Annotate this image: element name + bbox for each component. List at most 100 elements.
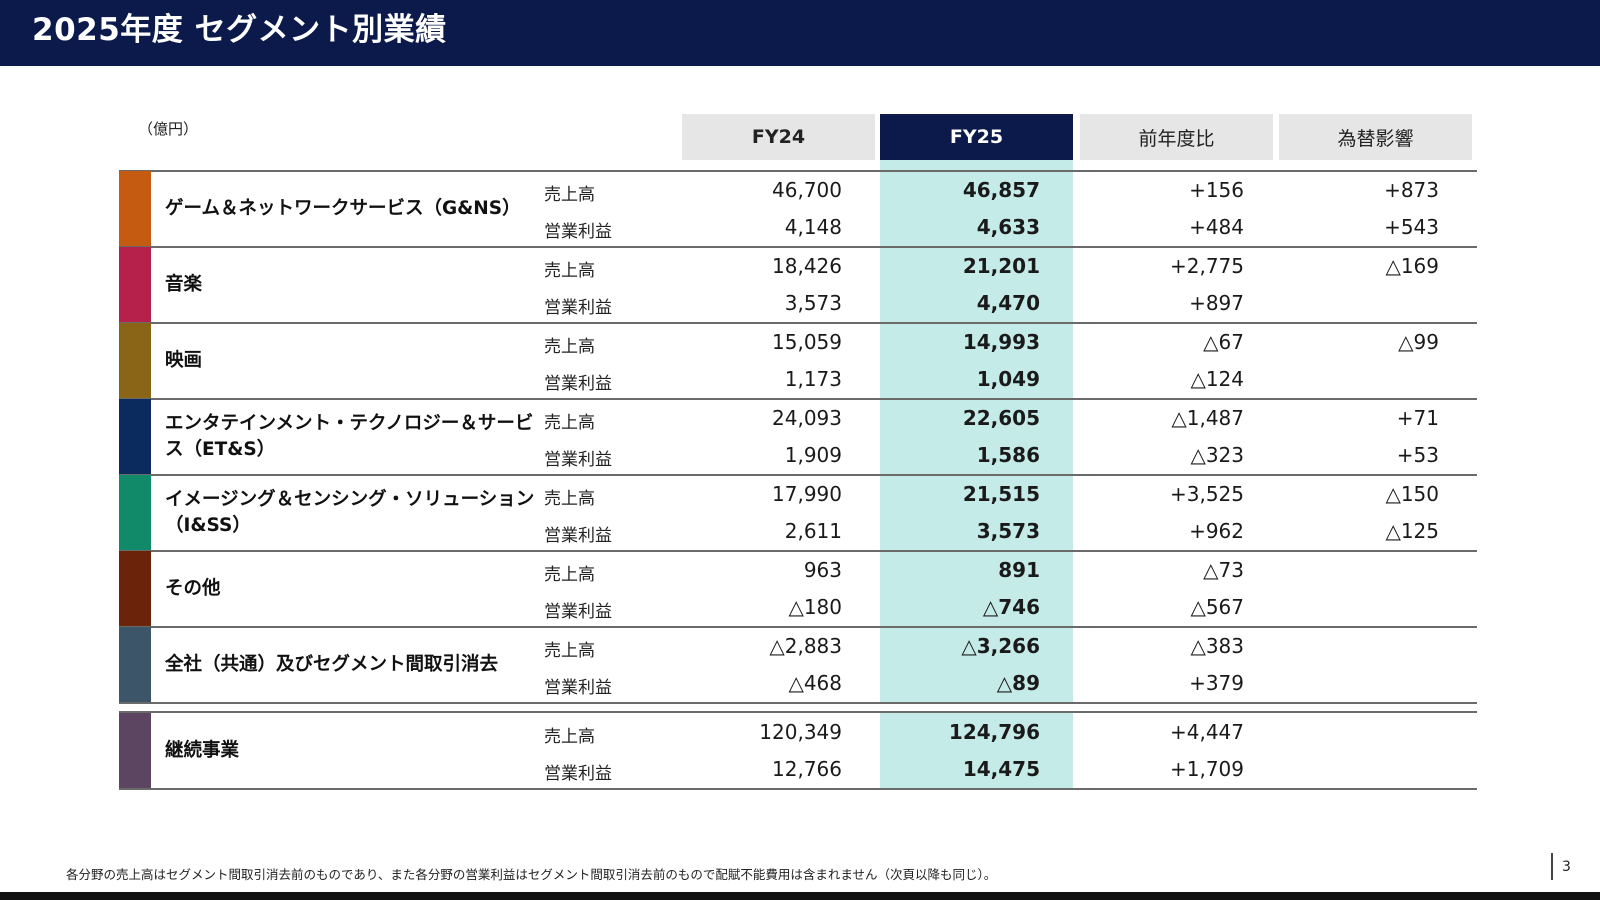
- value-fy25: 891: [998, 558, 1040, 582]
- value-yoy: +379: [1189, 671, 1244, 695]
- value-fy24: 3,573: [784, 291, 842, 315]
- value-fx: △169: [1385, 254, 1439, 278]
- value-yoy: +484: [1189, 215, 1244, 239]
- value-fy25: 21,515: [962, 482, 1040, 506]
- value-fy25: 14,475: [962, 757, 1040, 781]
- value-fx: +71: [1396, 406, 1439, 430]
- value-yoy: △1,487: [1171, 406, 1244, 430]
- metric-label: 営業利益: [544, 602, 612, 622]
- metric-label: 営業利益: [544, 222, 612, 242]
- value-fy25: 1,586: [976, 443, 1040, 467]
- value-fy25: 21,201: [962, 254, 1040, 278]
- value-yoy: +3,525: [1169, 482, 1244, 506]
- fy25-highlight: [880, 160, 1073, 703]
- segment-color-bar: [119, 171, 151, 247]
- value-fy25: 22,605: [962, 406, 1040, 430]
- value-yoy: △323: [1190, 443, 1244, 467]
- metric-label: 売上高: [544, 261, 595, 281]
- value-fy24: 1,173: [784, 367, 842, 391]
- metric-label: 売上高: [544, 641, 595, 661]
- value-fy24: 963: [803, 558, 842, 582]
- segment-name: 映画: [165, 350, 203, 371]
- segment-name: 全社（共通）及びセグメント間取引消去: [165, 654, 499, 675]
- table-rule: [119, 398, 1477, 400]
- table-rule: [119, 702, 1477, 704]
- value-fy24: 120,349: [759, 720, 842, 744]
- value-fy25: 4,470: [976, 291, 1040, 315]
- table-rule: [119, 711, 1477, 713]
- metric-label: 売上高: [544, 565, 595, 585]
- value-yoy: +1,709: [1169, 757, 1244, 781]
- table-rule: [119, 788, 1477, 790]
- value-fy24: 1,909: [784, 443, 842, 467]
- value-fy24: 4,148: [784, 215, 842, 239]
- page-title: 2025年度 セグメント別業績: [32, 12, 447, 48]
- value-yoy: △73: [1203, 558, 1244, 582]
- value-yoy: +962: [1189, 519, 1244, 543]
- value-yoy: +897: [1189, 291, 1244, 315]
- value-fx: +543: [1384, 215, 1439, 239]
- segment-color-bar: [119, 475, 151, 551]
- value-fy24: 15,059: [772, 330, 842, 354]
- segment-color-bar: [119, 399, 151, 475]
- metric-label: 営業利益: [544, 298, 612, 318]
- value-fy24: △180: [788, 595, 842, 619]
- table-rule: [119, 550, 1477, 552]
- segment-name: エンタテインメント・テクノロジー＆サービス（ET&S）: [165, 413, 534, 460]
- slide-header: 2025年度 セグメント別業績: [0, 0, 1600, 66]
- segment-name: イメージング＆センシング・ソリューション（I&SS）: [165, 489, 535, 536]
- value-fy24: 2,611: [784, 519, 842, 543]
- bottom-bar: [0, 892, 1600, 900]
- segment-color-bar: [119, 627, 151, 703]
- segment-color-bar: [119, 551, 151, 627]
- value-fx: △150: [1385, 482, 1439, 506]
- segment-color-bar: [119, 713, 151, 789]
- column-header-fy25: FY25: [880, 114, 1073, 160]
- value-fy25: △746: [982, 595, 1040, 619]
- value-yoy: +4,447: [1169, 720, 1244, 744]
- value-fx: +873: [1384, 178, 1439, 202]
- value-fx: △125: [1385, 519, 1439, 543]
- value-fy24: 24,093: [772, 406, 842, 430]
- value-fy25: 1,049: [976, 367, 1040, 391]
- value-fy24: △2,883: [769, 634, 842, 658]
- value-fy24: 46,700: [772, 178, 842, 202]
- value-fx: +53: [1396, 443, 1439, 467]
- value-fy25: △3,266: [961, 634, 1040, 658]
- fy25-highlight-total: [880, 713, 1073, 789]
- metric-label: 売上高: [544, 727, 595, 747]
- value-yoy: +2,775: [1169, 254, 1244, 278]
- value-fy25: 124,796: [948, 720, 1040, 744]
- value-fy24: 17,990: [772, 482, 842, 506]
- metric-label: 売上高: [544, 337, 595, 357]
- page-number: 3: [1562, 859, 1571, 875]
- column-header-fy24: FY24: [682, 114, 875, 160]
- metric-label: 売上高: [544, 185, 595, 205]
- value-yoy: △124: [1190, 367, 1244, 391]
- segment-name: 音楽: [165, 274, 203, 295]
- segment-color-bar: [119, 323, 151, 399]
- metric-label: 営業利益: [544, 450, 612, 470]
- segment-name: 継続事業: [165, 740, 240, 761]
- metric-label: 売上高: [544, 489, 595, 509]
- footnote: 各分野の売上高はセグメント間取引消去前のものであり、また各分野の営業利益はセグメ…: [66, 867, 997, 882]
- value-fy24: 18,426: [772, 254, 842, 278]
- page-divider: [1551, 853, 1553, 880]
- metric-label: 営業利益: [544, 678, 612, 698]
- value-yoy: +156: [1189, 178, 1244, 202]
- value-yoy: △67: [1203, 330, 1244, 354]
- value-fy25: △89: [996, 671, 1040, 695]
- table-rule: [119, 322, 1477, 324]
- value-fy24: 12,766: [772, 757, 842, 781]
- value-yoy: △383: [1190, 634, 1244, 658]
- value-fy25: 4,633: [976, 215, 1040, 239]
- metric-label: 営業利益: [544, 374, 612, 394]
- value-fy25: 3,573: [976, 519, 1040, 543]
- metric-label: 売上高: [544, 413, 595, 433]
- column-header-yoy: 前年度比: [1080, 114, 1273, 160]
- value-fy25: 14,993: [962, 330, 1040, 354]
- value-fx: △99: [1398, 330, 1439, 354]
- value-fy25: 46,857: [962, 178, 1040, 202]
- table-rule: [119, 626, 1477, 628]
- metric-label: 営業利益: [544, 526, 612, 546]
